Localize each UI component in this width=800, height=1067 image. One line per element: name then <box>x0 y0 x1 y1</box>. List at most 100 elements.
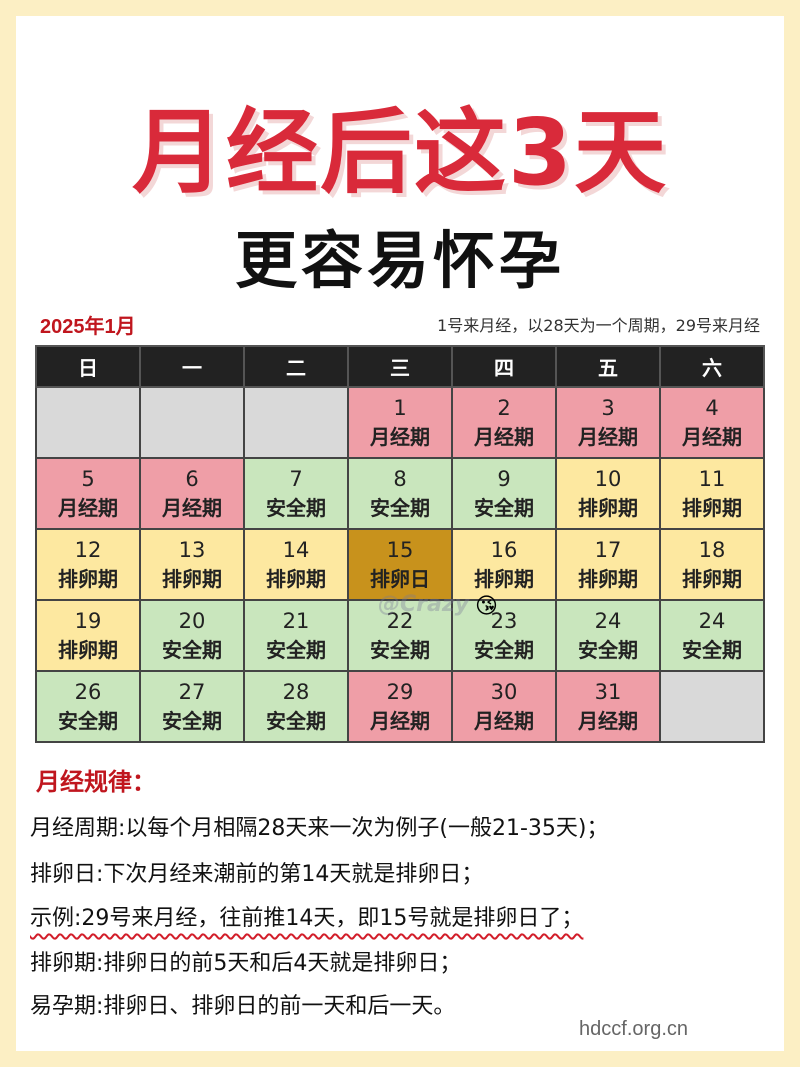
day-number: 24 <box>594 608 622 633</box>
day-phase-label: 排卵期 <box>58 637 118 662</box>
day-number: 3 <box>601 395 615 420</box>
calendar-day-cell: 30 月经期 <box>451 670 557 743</box>
calendar-day-cell: 2 月经期 <box>451 386 557 459</box>
rule-ovulation-day: 排卵日:下次月经来潮前的第14天就是排卵日； <box>30 862 484 887</box>
weekday-header: 五 <box>555 345 661 388</box>
day-phase-label: 月经期 <box>162 495 222 520</box>
calendar-day-cell: 18 排卵期 <box>659 528 765 601</box>
calendar-day-cell <box>35 386 141 459</box>
calendar-day-cell: 26 安全期 <box>35 670 141 743</box>
day-phase-label: 月经期 <box>578 708 638 733</box>
poster-title: 月经后这3天 <box>130 98 668 208</box>
calendar-note: 1号来月经，以28天为一个周期，29号来月经 <box>437 316 760 335</box>
calendar-day-cell: 20 安全期 <box>139 599 245 672</box>
day-number: 21 <box>282 608 310 633</box>
calendar-day-cell <box>243 386 349 459</box>
calendar-day-cell: 3 月经期 <box>555 386 661 459</box>
weekday-header: 二 <box>243 345 349 388</box>
day-phase-label: 安全期 <box>162 708 222 733</box>
day-number: 7 <box>289 466 303 491</box>
day-number: 13 <box>178 537 206 562</box>
day-number: 17 <box>594 537 622 562</box>
day-phase-label: 排卵期 <box>58 566 118 591</box>
poster-subtitle: 更容易怀孕 <box>234 224 565 297</box>
calendar-day-cell: 8 安全期 <box>347 457 453 530</box>
calendar-day-cell: 6 月经期 <box>139 457 245 530</box>
site-watermark: hdccf.org.cn <box>579 1018 688 1040</box>
day-number: 6 <box>185 466 199 491</box>
day-phase-label: 月经期 <box>58 495 118 520</box>
day-phase-label: 安全期 <box>58 708 118 733</box>
rule-example: 示例:29号来月经，往前推14天，即15号就是排卵日了； <box>30 906 584 931</box>
day-phase-label: 安全期 <box>162 637 222 662</box>
calendar-day-cell: 19 排卵期 <box>35 599 141 672</box>
day-number: 16 <box>490 537 518 562</box>
calendar-week-row: 26 安全期 27 安全期 28 安全期 29 月经期 30 月经期 31 月经期 <box>35 670 765 743</box>
kiss-emoji-icon: 😘 <box>475 594 498 619</box>
calendar-month: 2025年1月 <box>40 316 136 338</box>
day-number: 5 <box>81 466 95 491</box>
day-number: 18 <box>698 537 726 562</box>
day-number: 12 <box>74 537 102 562</box>
day-phase-label: 排卵期 <box>266 566 326 591</box>
calendar-day-cell: 24 安全期 <box>659 599 765 672</box>
day-phase-label: 安全期 <box>266 637 326 662</box>
day-number: 1 <box>393 395 407 420</box>
calendar-day-cell: 5 月经期 <box>35 457 141 530</box>
day-phase-label: 月经期 <box>370 424 430 449</box>
day-number: 29 <box>386 679 414 704</box>
day-phase-label: 月经期 <box>370 708 430 733</box>
day-phase-label: 月经期 <box>474 708 534 733</box>
calendar-day-cell: 13 排卵期 <box>139 528 245 601</box>
calendar-week-row: 5 月经期 6 月经期 7 安全期 8 安全期 9 安全期 10 排卵期 11 排卵期 <box>35 457 765 530</box>
calendar-day-cell: 27 安全期 <box>139 670 245 743</box>
calendar-day-cell: 21 安全期 <box>243 599 349 672</box>
day-number: 23 <box>490 608 518 633</box>
calendar-day-cell: 31 月经期 <box>555 670 661 743</box>
day-number: 30 <box>490 679 518 704</box>
day-phase-label: 月经期 <box>578 424 638 449</box>
day-phase-label: 排卵期 <box>162 566 222 591</box>
day-phase-label: 安全期 <box>682 637 742 662</box>
day-phase-label: 安全期 <box>578 637 638 662</box>
calendar-day-cell: 29 月经期 <box>347 670 453 743</box>
day-number: 31 <box>594 679 622 704</box>
day-phase-label: 安全期 <box>266 495 326 520</box>
calendar-day-cell: 14 排卵期 <box>243 528 349 601</box>
calendar-day-cell: 22 安全期 <box>347 599 453 672</box>
calendar-day-cell: 16 排卵期 <box>451 528 557 601</box>
calendar-day-cell <box>659 670 765 743</box>
calendar-week-row: 19 排卵期 20 安全期 21 安全期 22 安全期 23 安全期 24 安全期 24 安全期 <box>35 599 765 672</box>
day-number: 28 <box>282 679 310 704</box>
day-number: 15 <box>386 537 414 562</box>
day-number: 20 <box>178 608 206 633</box>
day-phase-label: 排卵期 <box>682 566 742 591</box>
calendar-week-row: 12 排卵期 13 排卵期 14 排卵期 15 排卵日 16 排卵期 17 排卵期 18 排卵期 <box>35 528 765 601</box>
day-number: 27 <box>178 679 206 704</box>
rule-fertile-period: 易孕期:排卵日、排卵日的前一天和后一天。 <box>30 994 456 1019</box>
calendar-day-cell: 12 排卵期 <box>35 528 141 601</box>
day-phase-label: 安全期 <box>474 495 534 520</box>
day-phase-label: 排卵期 <box>578 495 638 520</box>
day-phase-label: 排卵期 <box>578 566 638 591</box>
weekday-header: 一 <box>139 345 245 388</box>
day-number: 10 <box>594 466 622 491</box>
watermark: @Crazy <box>378 592 469 617</box>
rule-cycle: 月经周期:以每个月相隔28天来一次为例子(一般21-35天)； <box>30 816 609 841</box>
calendar-day-cell: 7 安全期 <box>243 457 349 530</box>
weekday-header: 日 <box>35 345 141 388</box>
calendar-day-cell: 15 排卵日 <box>347 528 453 601</box>
calendar-day-cell: 1 月经期 <box>347 386 453 459</box>
calendar-day-cell: 28 安全期 <box>243 670 349 743</box>
day-phase-label: 安全期 <box>266 708 326 733</box>
calendar-day-cell: 9 安全期 <box>451 457 557 530</box>
day-number: 4 <box>705 395 719 420</box>
day-number: 24 <box>698 608 726 633</box>
calendar-day-cell: 10 排卵期 <box>555 457 661 530</box>
day-phase-label: 排卵期 <box>682 495 742 520</box>
calendar-table: 日一二三四五六 1 月经期 2 月经期 3 月经期 4 月经期 5 月经期 6 月经期 7 安全期 8 安全期… <box>35 345 765 743</box>
day-number: 2 <box>497 395 511 420</box>
calendar-week-row: 1 月经期 2 月经期 3 月经期 4 月经期 <box>35 386 765 459</box>
weekday-header: 三 <box>347 345 453 388</box>
rule-ovulation-period: 排卵期:排卵日的前5天和后4天就是排卵日； <box>30 951 462 976</box>
